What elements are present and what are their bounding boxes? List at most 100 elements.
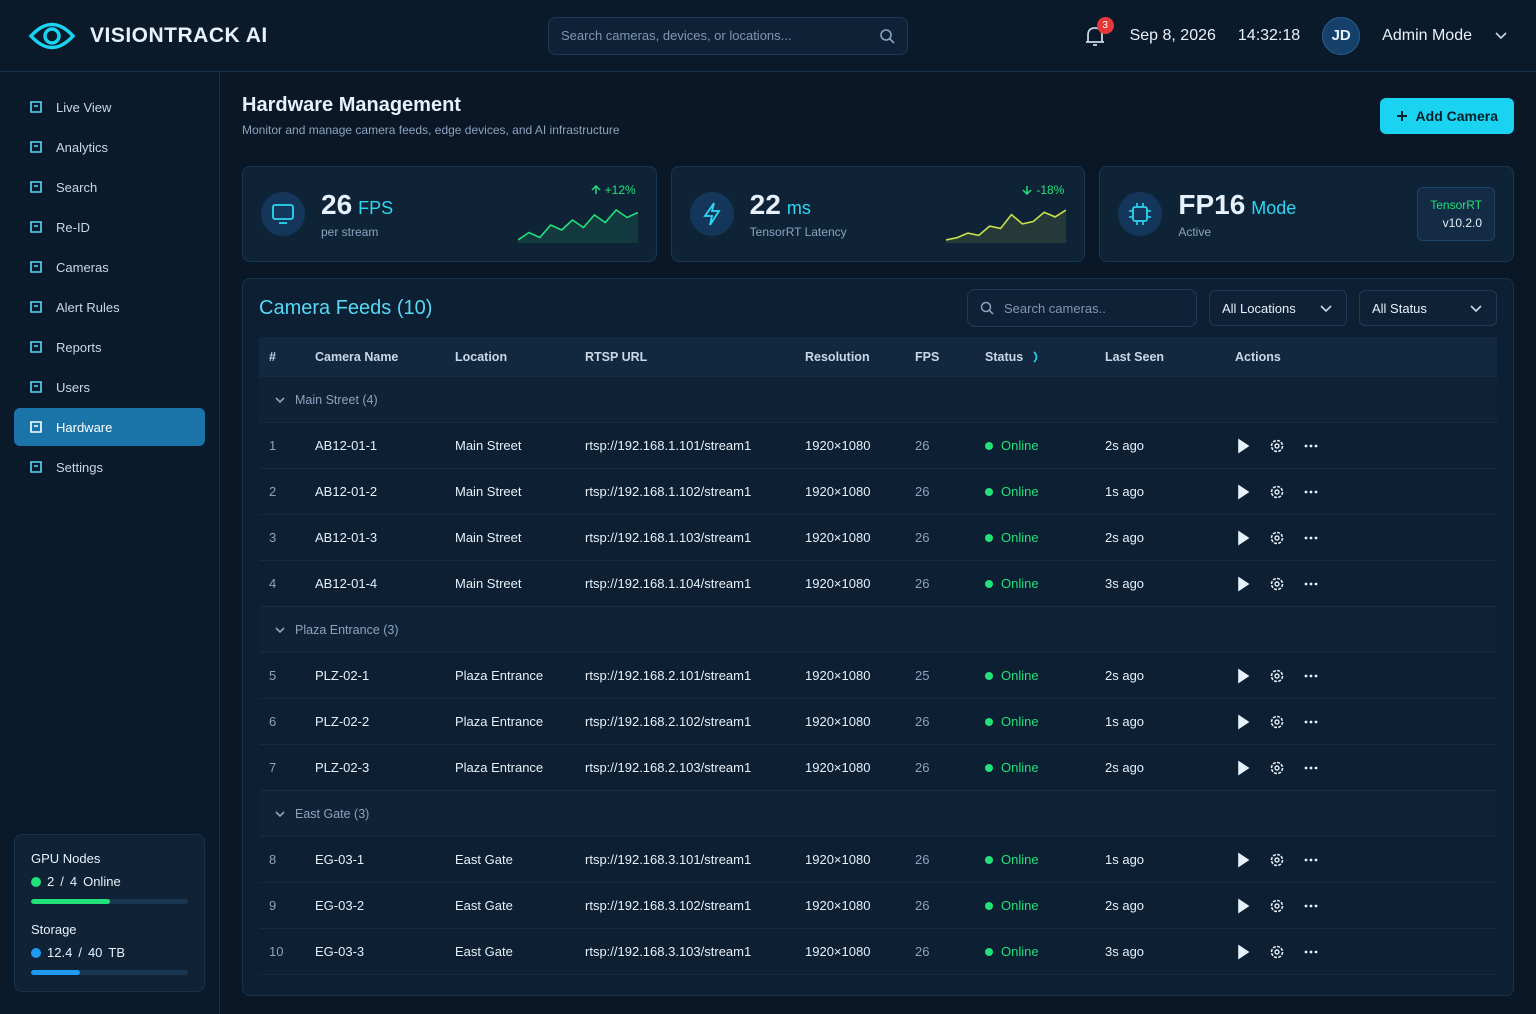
camera-row: 7 PLZ-02-3 Plaza Entrance rtsp://192.168.2.… [259, 745, 1497, 791]
play-button-shape [1238, 898, 1250, 913]
search-glass [980, 301, 992, 313]
more-button[interactable] [1303, 898, 1319, 914]
nav-item[interactable]: Analytics [14, 128, 205, 166]
play-button[interactable] [1235, 668, 1251, 684]
precision-text: FP16 Mode Active [1178, 189, 1296, 239]
nav-item[interactable]: Re-ID [14, 208, 205, 246]
settings-button[interactable] [1269, 898, 1285, 914]
page-subtitle: Monitor and manage camera feeds, edge de… [242, 123, 620, 137]
nav-icon [30, 141, 42, 153]
more-dot [1304, 444, 1308, 447]
actions [1235, 668, 1487, 684]
settings-button[interactable] [1269, 944, 1285, 960]
user-menu-chevron[interactable] [1494, 31, 1508, 41]
user-mode[interactable]: Admin Mode [1382, 26, 1472, 44]
settings-button[interactable] [1269, 714, 1285, 730]
settings-button[interactable] [1269, 760, 1285, 776]
nav-icon-shape [30, 341, 42, 353]
down-arrow [1022, 186, 1032, 195]
nav-icon-shape [30, 101, 42, 113]
row-number: 8 [269, 852, 277, 867]
group-row[interactable]: East Gate (3) [259, 791, 1497, 837]
nav-label: Settings [56, 459, 103, 475]
nav-item[interactable]: Settings [14, 448, 205, 486]
more-button[interactable] [1303, 944, 1319, 960]
up-arrow [591, 185, 601, 194]
more-button[interactable] [1303, 714, 1319, 730]
nav-item[interactable]: Cameras [14, 248, 205, 286]
play-button[interactable] [1235, 714, 1251, 730]
more-button[interactable] [1303, 576, 1319, 592]
more-button[interactable] [1303, 852, 1319, 868]
camera-feeds-panel: Camera Feeds (10) Search cameras.. All L… [242, 278, 1514, 996]
nav-item[interactable]: Search [14, 168, 205, 206]
play-button[interactable] [1235, 484, 1251, 500]
fps-icon [261, 192, 305, 236]
column-header: # [269, 350, 315, 364]
latency-card: 22 ms TensorRT Latency -18% [670, 166, 1086, 262]
more-button[interactable] [1303, 530, 1319, 546]
more-button[interactable] [1303, 438, 1319, 454]
gpu-value: 2 / 4 Online [31, 874, 188, 889]
sidebar: Live View Analytics Search Re-ID Cameras Aler… [0, 72, 220, 1014]
gear-ring [1270, 715, 1284, 728]
play-button[interactable] [1235, 760, 1251, 776]
resolution: 1920×1080 [805, 852, 871, 867]
stat-label: TensorRT Latency [749, 225, 847, 239]
storage-separator: / [78, 945, 82, 960]
row-number: 6 [269, 714, 277, 729]
play-button-shape [1238, 714, 1250, 729]
group-row[interactable]: Main Street (4) [259, 377, 1497, 423]
system-status: GPU Nodes 2 / 4 Online Storage 12.4 / 40… [14, 834, 205, 992]
engine-badge: TensorRT v10.2.0 [1417, 187, 1496, 241]
settings-button[interactable] [1269, 576, 1285, 592]
more-dot [1314, 766, 1318, 769]
column-header: Actions [1235, 350, 1487, 364]
status: Online [985, 760, 1105, 775]
settings-button[interactable] [1269, 438, 1285, 454]
nav-item[interactable]: Users [14, 368, 205, 406]
stat-unit: FPS [358, 198, 394, 218]
camera-search[interactable]: Search cameras.. [967, 289, 1197, 327]
filter[interactable]: All Locations [1209, 290, 1347, 326]
page-header: Hardware Management Monitor and manage c… [242, 94, 1514, 158]
play-button[interactable] [1235, 898, 1251, 914]
filter[interactable]: All Status [1359, 290, 1497, 326]
nav-item[interactable]: Live View [14, 88, 205, 126]
resolution: 1920×1080 [805, 484, 871, 499]
arrow [591, 185, 601, 194]
play-button[interactable] [1235, 944, 1251, 960]
status-dot [985, 533, 993, 542]
settings-button[interactable] [1269, 852, 1285, 868]
camera-name: PLZ-02-3 [315, 760, 370, 775]
avatar[interactable]: JD [1322, 16, 1361, 55]
nav-item[interactable]: Alert Rules [14, 288, 205, 326]
fps: 26 [915, 530, 930, 545]
play-button[interactable] [1235, 852, 1251, 868]
settings-button[interactable] [1269, 530, 1285, 546]
status-label: Online [1001, 944, 1039, 959]
play-button[interactable] [1235, 438, 1251, 454]
add-camera-button[interactable]: Add Camera [1379, 98, 1514, 134]
group-row[interactable]: Plaza Entrance (3) [259, 607, 1497, 653]
more-button[interactable] [1303, 760, 1319, 776]
settings-button[interactable] [1269, 668, 1285, 684]
nav-item[interactable]: Hardware [14, 408, 205, 446]
play-button[interactable] [1235, 530, 1251, 546]
global-search[interactable]: Search cameras, devices, or locations... [548, 16, 908, 55]
nav-item[interactable]: Reports [14, 328, 205, 366]
column-header: Resolution [805, 350, 915, 364]
more-button[interactable] [1303, 668, 1319, 684]
stat-value: 22 [749, 189, 781, 220]
notifications[interactable]: 3 [1082, 16, 1114, 49]
row-number: 7 [269, 760, 277, 775]
camera-row: 3 AB12-01-3 Main Street rtsp://192.168.1.10… [259, 515, 1497, 561]
play-button[interactable] [1235, 576, 1251, 592]
status-dot [985, 763, 993, 772]
nav-icon-shape [30, 461, 42, 473]
settings-button[interactable] [1269, 484, 1285, 500]
group-chevron [275, 810, 285, 817]
fps: 26 [915, 438, 930, 453]
gear-hub [1274, 902, 1280, 909]
more-button[interactable] [1303, 484, 1319, 500]
